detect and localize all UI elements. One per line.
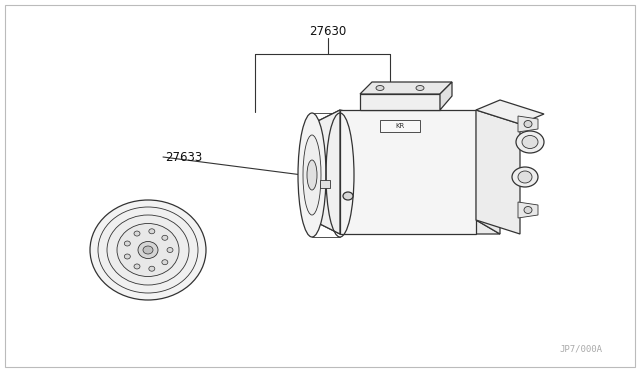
Ellipse shape (149, 229, 155, 234)
Ellipse shape (107, 215, 189, 285)
Ellipse shape (143, 246, 153, 254)
Ellipse shape (138, 241, 158, 259)
Polygon shape (380, 120, 420, 132)
Text: 27630: 27630 (309, 25, 347, 38)
Ellipse shape (298, 113, 326, 237)
Polygon shape (518, 116, 538, 132)
Polygon shape (476, 100, 544, 124)
Ellipse shape (162, 260, 168, 265)
Ellipse shape (117, 224, 179, 276)
Ellipse shape (124, 254, 131, 259)
Ellipse shape (416, 86, 424, 90)
Polygon shape (312, 220, 500, 234)
Ellipse shape (303, 135, 321, 215)
Ellipse shape (512, 167, 538, 187)
Text: JP7/000A: JP7/000A (559, 345, 602, 354)
Ellipse shape (90, 200, 206, 300)
Ellipse shape (518, 171, 532, 183)
Ellipse shape (98, 207, 198, 293)
Ellipse shape (149, 266, 155, 271)
Polygon shape (360, 82, 452, 94)
Polygon shape (476, 142, 500, 234)
Ellipse shape (124, 241, 131, 246)
Ellipse shape (307, 160, 317, 190)
Polygon shape (518, 202, 538, 218)
Text: KR: KR (396, 123, 404, 129)
Polygon shape (476, 110, 520, 234)
Ellipse shape (134, 231, 140, 236)
Ellipse shape (167, 247, 173, 253)
Polygon shape (320, 180, 330, 188)
Text: 27633: 27633 (165, 151, 202, 164)
Ellipse shape (522, 135, 538, 148)
Ellipse shape (516, 131, 544, 153)
Polygon shape (440, 82, 452, 110)
Polygon shape (312, 110, 500, 156)
Ellipse shape (134, 264, 140, 269)
Polygon shape (360, 94, 440, 110)
Polygon shape (340, 110, 476, 234)
Ellipse shape (162, 235, 168, 240)
Ellipse shape (376, 86, 384, 90)
Ellipse shape (524, 121, 532, 128)
Ellipse shape (343, 192, 353, 200)
Polygon shape (312, 110, 340, 234)
Ellipse shape (524, 206, 532, 214)
